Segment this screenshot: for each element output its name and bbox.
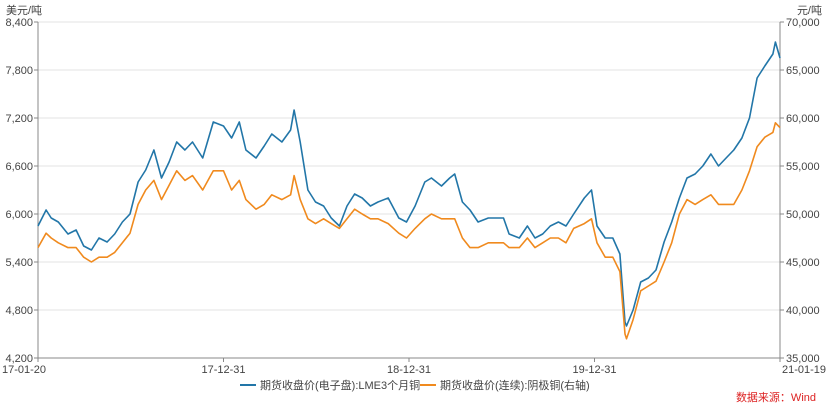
- y-right-tick-label: 60,000: [786, 113, 820, 125]
- legend-label-2: 期货收盘价(连续):阴极铜(右轴): [440, 378, 590, 392]
- y-right-tick-label: 65,000: [786, 65, 820, 77]
- y-left-tick-label: 7,800: [5, 65, 33, 77]
- y-left-tick-label: 6,000: [5, 209, 33, 221]
- y-right-unit-label: 元/吨: [797, 4, 822, 17]
- axes: 4,200 4,800 5,400 6,000 6,600 7,200 7,800 8,400…: [2, 4, 826, 376]
- y-left-tick-label: 4,200: [5, 353, 33, 365]
- y-left-tick-label: 6,600: [5, 161, 33, 173]
- y-left-tick-label: 5,400: [5, 257, 33, 269]
- y-left-tick-label: 7,200: [5, 113, 33, 125]
- x-tick-label: 17-01-20: [2, 364, 46, 376]
- x-tick-label: 18-12-31: [387, 364, 431, 376]
- series-lines: [37, 41, 781, 340]
- y-left-tick-label: 8,400: [5, 17, 33, 29]
- y-right-tick-label: 35,000: [786, 353, 820, 365]
- y-left-unit-label: 美元/吨: [6, 4, 42, 17]
- x-tick-label: 21-01-19: [782, 364, 826, 376]
- y-left-tick-label: 4,800: [5, 305, 33, 317]
- series-line-2: [37, 122, 781, 340]
- y-right-tick-label: 45,000: [786, 257, 820, 269]
- legend: 期货收盘价(电子盘):LME3个月铜 期货收盘价(连续):阴极铜(右轴): [240, 378, 590, 392]
- y-right-tick-label: 40,000: [786, 305, 820, 317]
- legend-label-1: 期货收盘价(电子盘):LME3个月铜: [260, 378, 420, 392]
- series-line-1: [37, 41, 781, 327]
- y-right-tick-label: 55,000: [786, 161, 820, 173]
- grid-lines: [38, 21, 780, 359]
- source-label: 数据来源：Wind: [735, 392, 816, 404]
- x-tick-label: 19-12-31: [572, 364, 616, 376]
- x-tick-label: 17-12-31: [201, 364, 245, 376]
- y-right-tick-label: 50,000: [786, 209, 820, 221]
- y-right-tick-label: 70,000: [786, 17, 820, 29]
